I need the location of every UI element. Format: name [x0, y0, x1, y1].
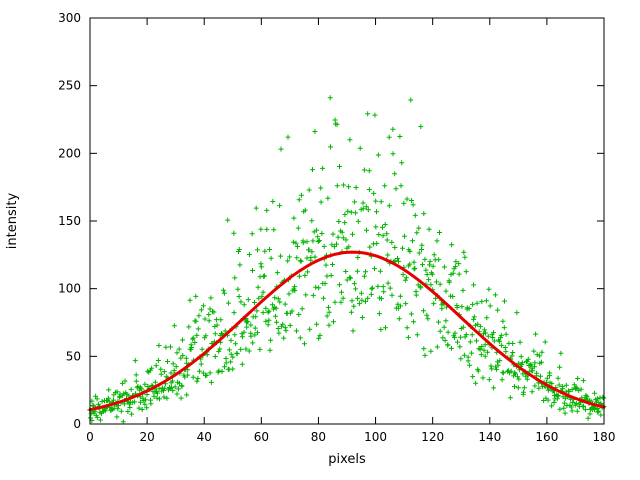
y-tick-label: 150	[58, 214, 81, 228]
x-tick-label: 0	[86, 430, 94, 444]
x-tick-label: 180	[593, 430, 616, 444]
x-tick-label: 160	[535, 430, 558, 444]
y-tick-label: 100	[58, 282, 81, 296]
x-tick-label: 20	[139, 430, 154, 444]
y-tick-label: 300	[58, 11, 81, 25]
fit-curve	[88, 250, 606, 412]
y-tick-label: 250	[58, 79, 81, 93]
x-tick-label: 140	[478, 430, 501, 444]
y-tick-label: 50	[66, 349, 81, 363]
x-tick-label: 60	[254, 430, 269, 444]
y-tick-label: 200	[58, 146, 81, 160]
y-axis-label: intensity	[5, 193, 20, 250]
x-tick-label: 100	[364, 430, 387, 444]
y-axis: 0 50 100 150 200 250 300	[58, 11, 604, 431]
plot-area: 0 20 40 60 80 100 120 140 160 180 0 50 100 150 200 250 3…	[58, 11, 615, 444]
x-axis-label: pixels	[328, 452, 366, 467]
x-tick-label: 120	[421, 430, 444, 444]
x-axis: 0 20 40 60 80 100 120 140 160 180	[86, 18, 615, 444]
x-tick-label: 80	[311, 430, 326, 444]
x-tick-label: 40	[197, 430, 212, 444]
y-tick-label: 0	[73, 417, 81, 431]
